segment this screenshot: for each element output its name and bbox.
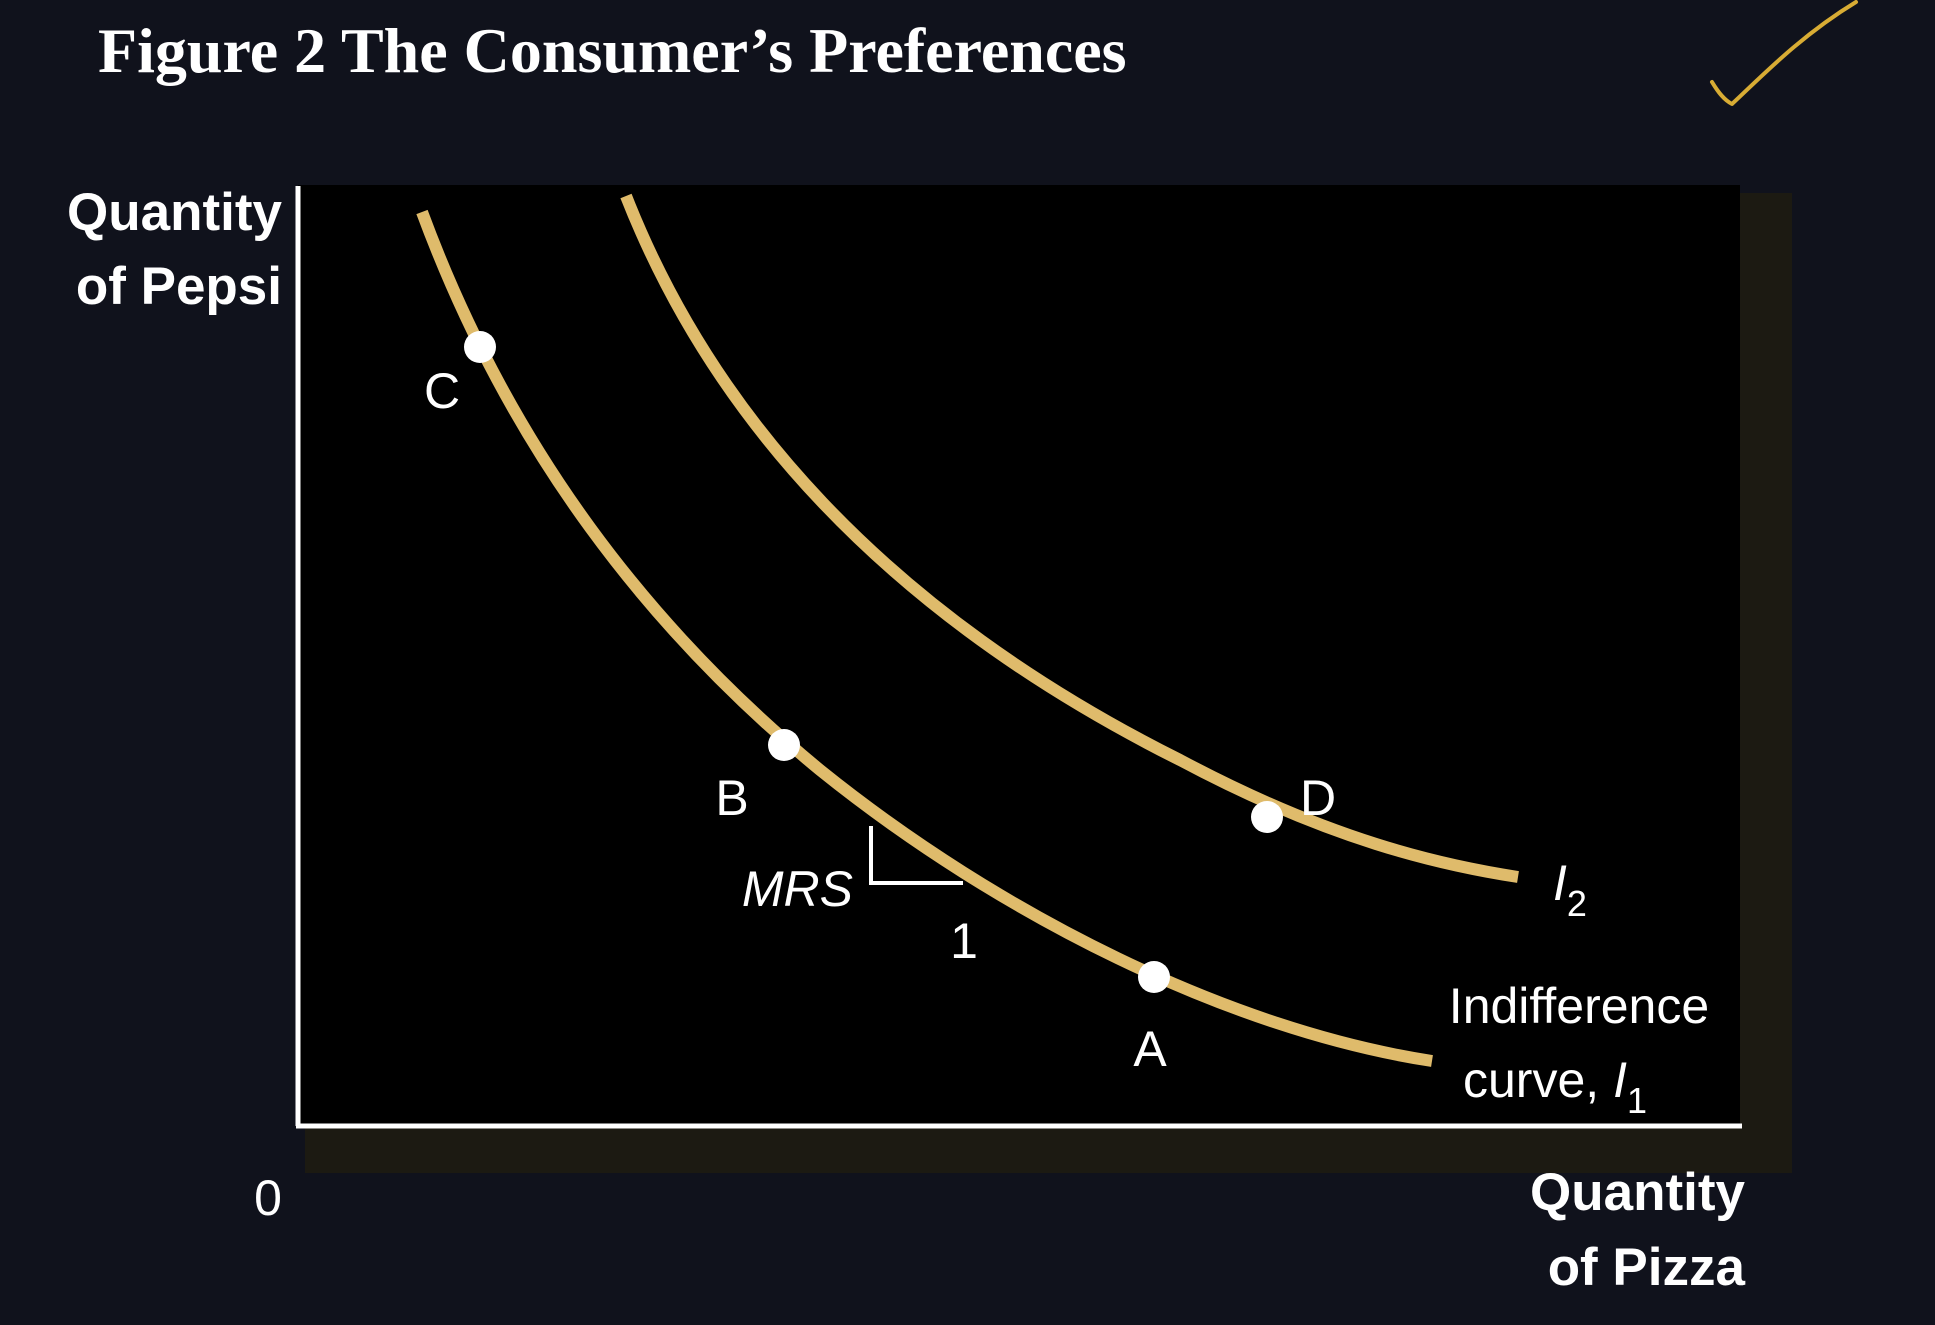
- mrs-run-label: 1: [950, 913, 978, 969]
- point-c-label: C: [424, 363, 460, 419]
- indifference-curve-i1: [416, 209, 1433, 1067]
- plot-area: [298, 185, 1740, 1125]
- curve-i1-subscript: 1: [1627, 1080, 1647, 1121]
- curve-i1-label-line2: curve, I1: [1463, 1052, 1647, 1121]
- curve-i1-label-line1: Indifference: [1449, 978, 1709, 1034]
- indifference-curve-i2: [620, 193, 1519, 883]
- curve-i1-label-text: curve,: [1463, 1052, 1613, 1108]
- origin-label: 0: [254, 1170, 282, 1226]
- point-c: [464, 331, 496, 363]
- point-b: [768, 729, 800, 761]
- point-d-label: D: [1300, 770, 1336, 826]
- point-a-label: A: [1133, 1021, 1167, 1077]
- figure-title: Figure 2 The Consumer’s Preferences: [98, 15, 1127, 86]
- point-a: [1138, 961, 1170, 993]
- curve-i2-subscript: 2: [1567, 883, 1587, 924]
- y-axis-label-line1: Quantity: [67, 183, 282, 242]
- mrs-label: MRS: [742, 861, 853, 917]
- x-axis-label-line2: of Pizza: [1548, 1238, 1746, 1297]
- y-axis-label-line2: of Pepsi: [76, 257, 282, 316]
- mrs-slope-triangle: [869, 826, 963, 885]
- point-b-label: B: [715, 770, 748, 826]
- checkmark-icon: [1710, 0, 1858, 106]
- x-axis-label-line1: Quantity: [1530, 1163, 1745, 1222]
- curve-i2-symbol: I: [1553, 855, 1567, 911]
- point-d: [1251, 801, 1283, 833]
- curve-i2-label: I2: [1553, 855, 1587, 924]
- curve-i1-symbol: I: [1613, 1052, 1627, 1108]
